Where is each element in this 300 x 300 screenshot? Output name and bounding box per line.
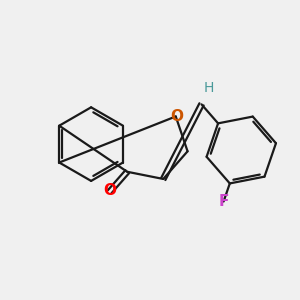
Text: H: H [204,81,214,95]
Text: F: F [218,194,229,209]
Text: O: O [171,109,184,124]
Text: O: O [103,183,116,198]
